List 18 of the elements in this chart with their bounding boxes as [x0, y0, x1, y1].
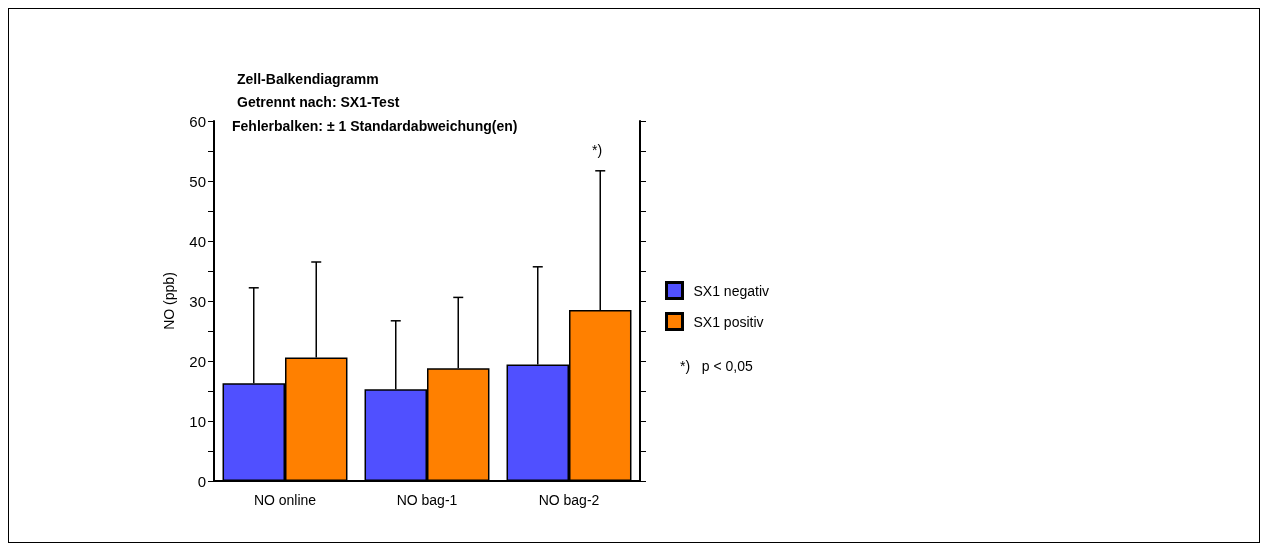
y-tick-label: 10 [189, 412, 206, 430]
text: *) p < 0,05 [680, 358, 753, 374]
legend-label: SX1 positiv [693, 313, 764, 330]
annotation: *) [592, 142, 603, 158]
y-tick-label: 0 [197, 472, 206, 490]
y-tick-label: 40 [189, 232, 206, 250]
chart-subtitle: Getrennt nach: SX1-Test [237, 94, 400, 110]
x-tick-label: NO bag-1 [396, 492, 458, 508]
x-tick-label: NO online [253, 492, 317, 508]
legend-label: SX1 negativ [693, 282, 769, 299]
annotation: Fehlerbalken: ± 1 Standardabweichung(en) [232, 118, 518, 134]
chart-title: Zell-Balkendiagramm [237, 71, 379, 87]
y-tick-label: 60 [189, 112, 206, 130]
y-tick-label: 50 [189, 172, 206, 190]
y-tick-label: 30 [189, 292, 206, 310]
x-tick-label: NO bag-2 [538, 492, 600, 508]
y-tick-label: 20 [189, 352, 206, 370]
y-axis-title: NO (ppb) [161, 272, 177, 330]
